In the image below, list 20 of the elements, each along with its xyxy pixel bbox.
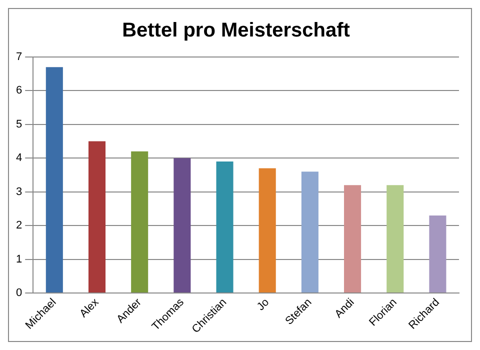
bar xyxy=(46,67,63,292)
x-tick-label: Jo xyxy=(254,296,272,314)
y-tick-label: 5 xyxy=(16,118,22,130)
bar xyxy=(216,162,234,292)
y-tick-label: 0 xyxy=(16,287,22,300)
bar xyxy=(131,151,148,292)
y-tick-label: 7 xyxy=(16,51,22,64)
bar xyxy=(301,172,318,292)
bar xyxy=(344,185,362,292)
bar xyxy=(386,185,404,292)
bar xyxy=(258,168,276,292)
y-tick-label: 6 xyxy=(16,84,22,97)
bar xyxy=(88,141,106,292)
chart-title: Bettel pro Meisterschaft xyxy=(122,20,350,42)
y-tick-label: 2 xyxy=(16,220,22,232)
y-tick-label: 4 xyxy=(16,152,22,164)
y-tick-label: 3 xyxy=(16,186,22,198)
bar xyxy=(174,158,191,292)
y-tick-label: 1 xyxy=(16,253,22,266)
bar xyxy=(429,215,446,292)
